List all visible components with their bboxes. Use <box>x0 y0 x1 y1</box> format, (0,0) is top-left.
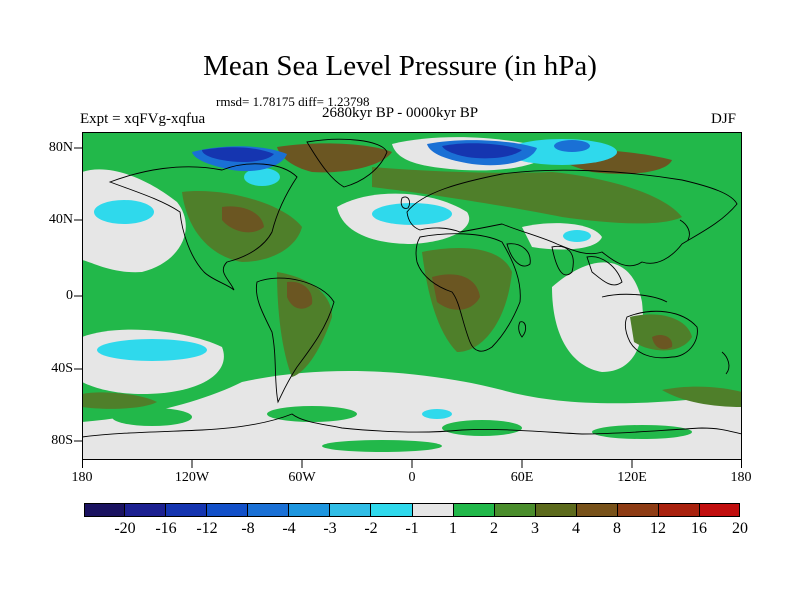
colorbar-swatch <box>330 503 372 517</box>
coast-africa <box>415 233 521 352</box>
colorbar-swatch <box>535 503 577 517</box>
cyan-north-atlantic <box>372 203 452 225</box>
navy-barents <box>442 143 522 159</box>
coast-antarctica <box>82 413 742 438</box>
colorbar-label: -12 <box>196 520 218 537</box>
colorbar-label: -20 <box>114 520 136 537</box>
brown-na-interior <box>222 206 264 233</box>
lon-label-0: 0 <box>408 470 416 485</box>
coast-south-america <box>255 277 335 404</box>
colorbar-label: 20 <box>732 520 748 537</box>
olive-regions <box>82 167 742 409</box>
colorbar-swatch <box>494 503 536 517</box>
season-label: DJF <box>711 111 737 127</box>
colorbar-swatch <box>207 503 249 517</box>
lon-label-180-west: 180 <box>71 470 93 485</box>
coast-india <box>551 245 574 276</box>
brown-regions <box>222 143 673 350</box>
coast-eurasia <box>406 169 738 267</box>
coast-japan <box>679 219 690 241</box>
lon-label-120e: 120E <box>617 470 647 485</box>
cyan-greenland <box>244 168 280 186</box>
chart-title: Mean Sea Level Pressure (in hPa) <box>203 50 597 82</box>
olive-south-ocean-east <box>662 386 742 407</box>
colorbar-label: 16 <box>691 520 707 537</box>
colorbar-swatch <box>125 503 167 517</box>
gray-asia <box>522 223 602 250</box>
colorbar-swatch <box>289 503 331 517</box>
experiment-label: Expt = xqFVg-xqfua <box>80 111 206 127</box>
lat-label-40n: 40N <box>48 212 73 227</box>
colorbar-label: -8 <box>241 520 255 537</box>
coastlines <box>82 138 742 438</box>
colorbar-label: -3 <box>323 520 337 537</box>
colorbar-swatch <box>84 503 126 517</box>
olive-eurasia <box>372 167 682 224</box>
lon-label-60w: 60W <box>288 470 316 485</box>
coast-se-asia <box>586 256 623 286</box>
colorbar-swatch <box>248 503 290 517</box>
period-label: 2680kyr BP - 0000kyr BP <box>322 105 479 121</box>
coast-greenland <box>306 138 388 188</box>
gray-indian-ocean <box>552 262 643 372</box>
brown-sahara <box>432 274 480 310</box>
coast-indonesia <box>601 293 668 303</box>
colorbar-label: 1 <box>449 520 457 537</box>
colorbar-label: 12 <box>650 520 666 537</box>
colorbar-swatch <box>371 503 413 517</box>
blue-regions <box>192 140 590 172</box>
brown-australia <box>652 335 673 350</box>
colorbar-swatch <box>699 503 740 517</box>
colorbar-swatch <box>617 503 659 517</box>
colorbar-label: -16 <box>155 520 177 537</box>
coast-madagascar <box>518 321 527 338</box>
lon-ticks <box>82 460 742 468</box>
colorbar-swatch <box>658 503 700 517</box>
colorbar-label: 8 <box>613 520 621 537</box>
colorbar-swatch <box>166 503 208 517</box>
colorbar-label: -2 <box>364 520 378 537</box>
stats-text: rmsd= 1.78175 diff= 1.23798 <box>216 94 370 109</box>
lat-label-40s: 40S <box>51 361 73 376</box>
cyan-antarctic <box>422 409 452 419</box>
lat-ticks <box>74 147 82 442</box>
colorbar-label: -4 <box>282 520 296 537</box>
colorbar-label: -1 <box>405 520 419 537</box>
lat-label-80n: 80N <box>48 140 73 155</box>
navy-canadian-arctic <box>202 147 274 162</box>
olive-south-pacific <box>82 392 157 409</box>
blue-kara <box>554 140 590 152</box>
coast-arabia <box>506 243 531 267</box>
colorbar-swatch <box>412 503 454 517</box>
cyan-tibet <box>563 230 591 242</box>
colorbar-swatch <box>576 503 618 517</box>
coast-uk <box>400 196 411 209</box>
lon-label-120w: 120W <box>174 470 210 485</box>
colorbar-label: 2 <box>490 520 498 537</box>
pressure-map <box>82 132 742 460</box>
colorbar-label: 4 <box>572 520 580 537</box>
brown-arctic <box>277 143 392 173</box>
colorbar-label: 3 <box>531 520 539 537</box>
colorbar-swatch <box>453 503 495 517</box>
lat-label-80s: 80S <box>51 433 73 448</box>
brown-brazil <box>287 281 313 309</box>
lat-label-0: 0 <box>66 288 73 303</box>
lon-label-60e: 60E <box>510 470 534 485</box>
map-frame <box>82 132 742 460</box>
lon-label-180-east: 180 <box>730 470 752 485</box>
gray-south-band <box>82 370 742 437</box>
cyan-south-pacific <box>97 339 207 361</box>
coast-australia <box>624 310 698 359</box>
olive-australia <box>630 314 692 351</box>
coast-north-america <box>108 163 298 291</box>
coast-new-zealand <box>721 351 730 375</box>
colorbar <box>84 503 740 517</box>
cyan-north-pacific <box>94 200 154 224</box>
